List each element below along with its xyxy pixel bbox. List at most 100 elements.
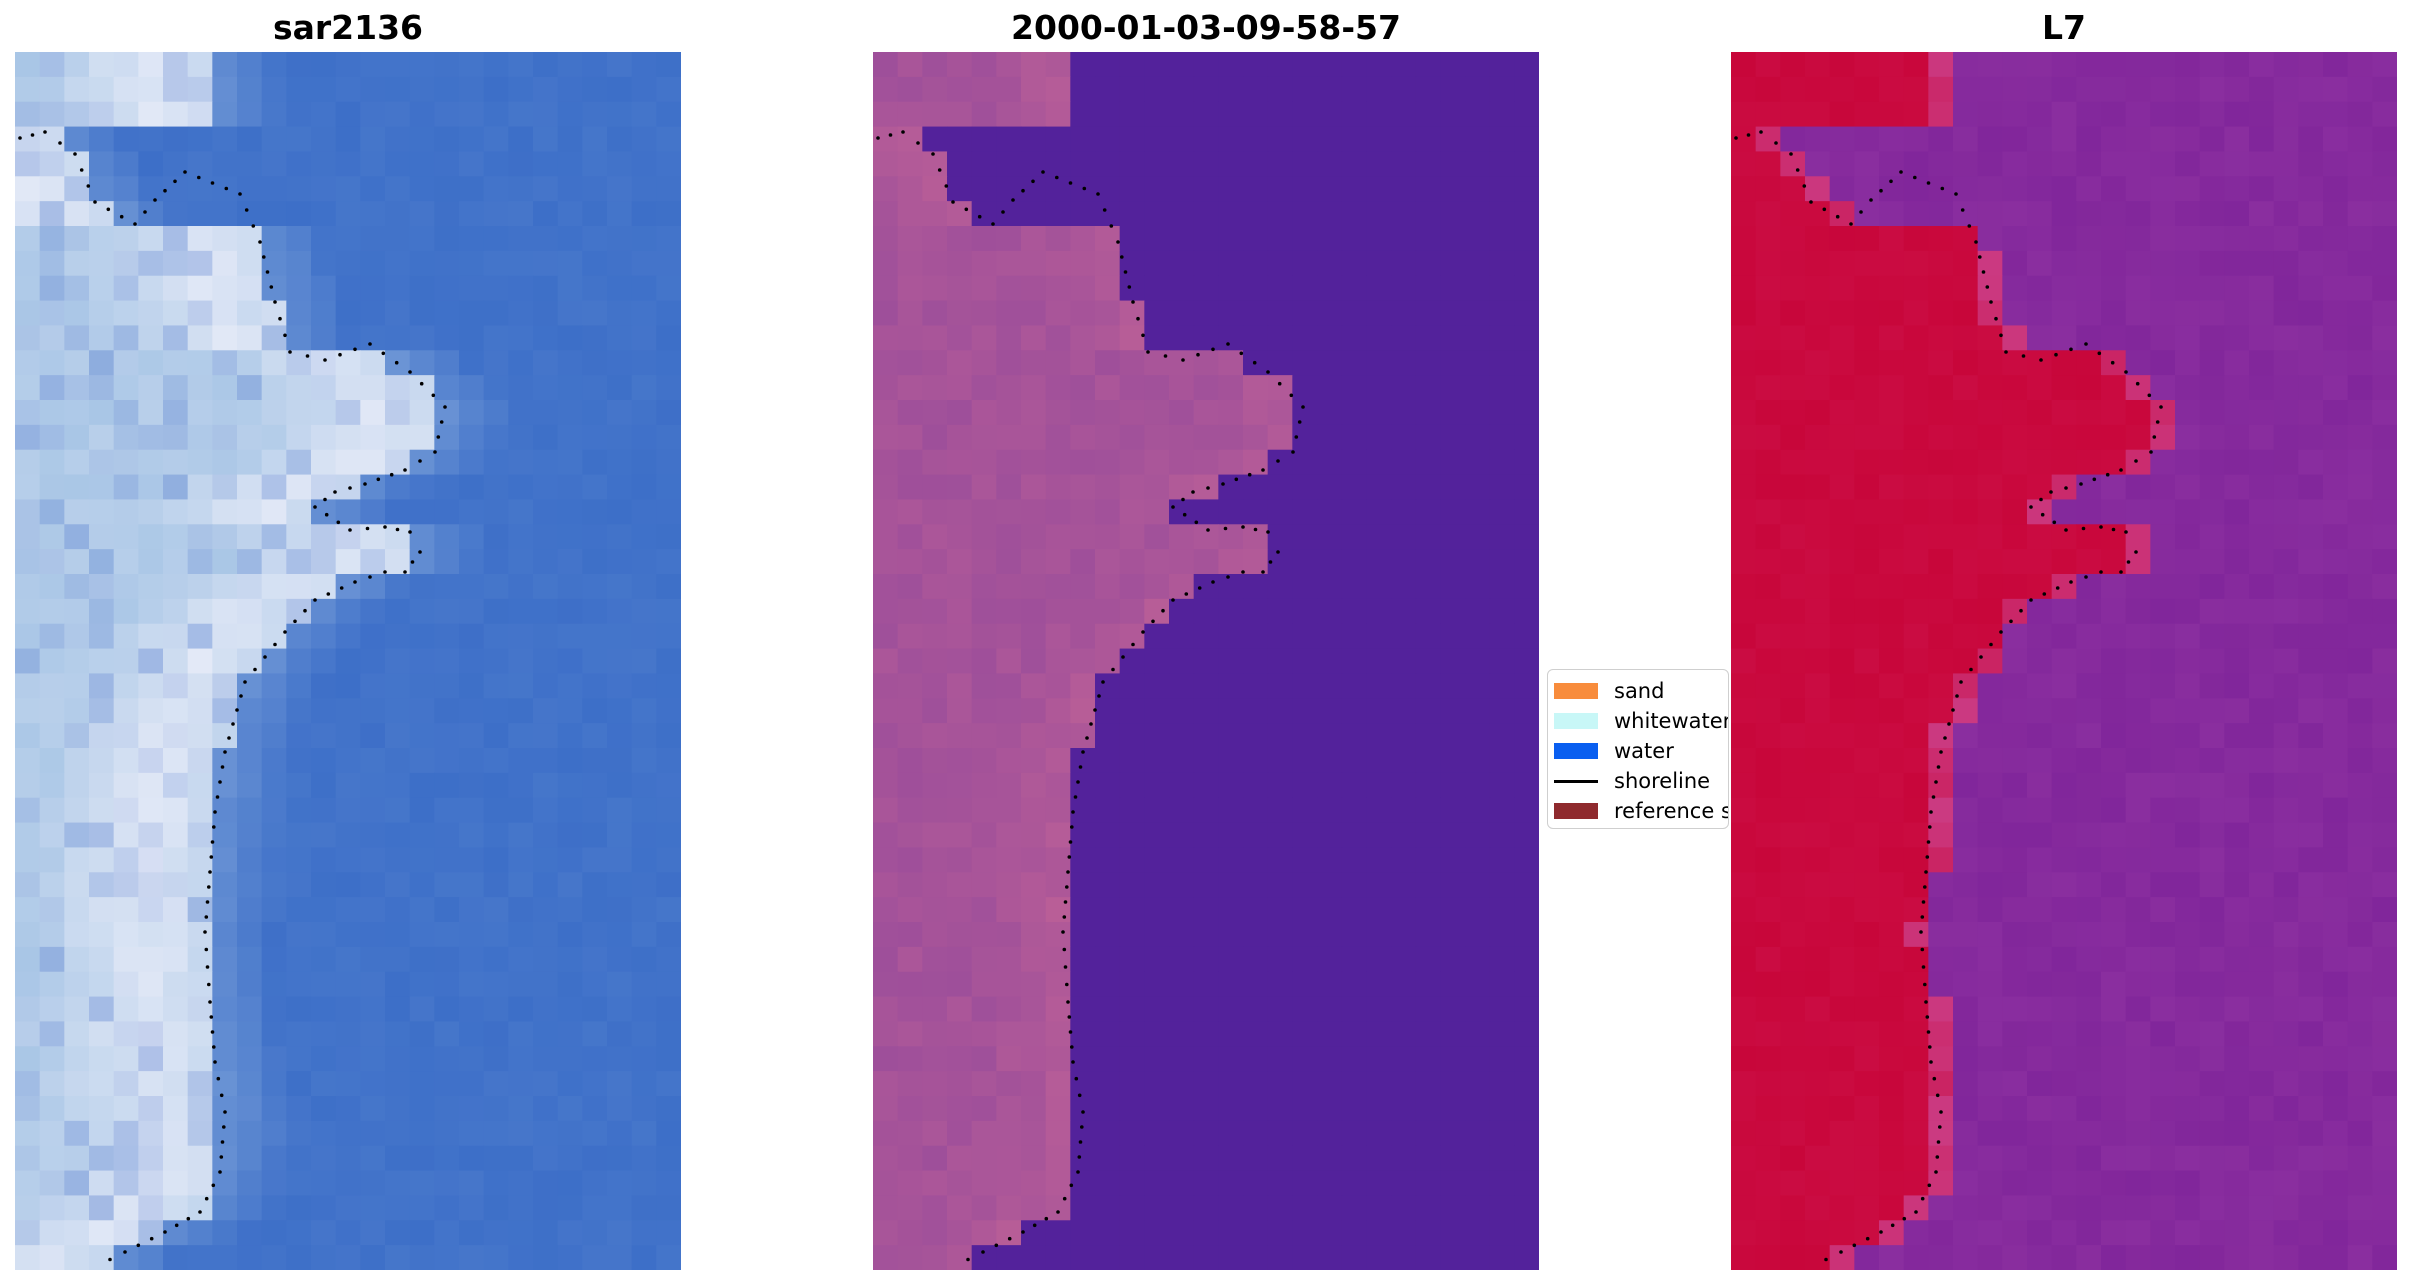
pixel-cell — [1755, 598, 1781, 625]
pixel-cell — [2076, 1021, 2102, 1047]
pixel-cell — [922, 1046, 948, 1072]
pixel-cell — [2076, 1096, 2102, 1122]
pixel-cell — [1903, 126, 1929, 153]
pixel-cell — [237, 424, 263, 451]
pixel-cell — [1095, 549, 1121, 575]
pixel-cell — [1953, 151, 1979, 177]
pixel-cell — [311, 76, 337, 103]
pixel-cell — [1755, 176, 1781, 202]
shoreline-dot — [353, 347, 357, 352]
pixel-cell — [1953, 1145, 1979, 1172]
pixel-cell — [212, 1245, 238, 1270]
pixel-cell — [212, 325, 238, 351]
pixel-cell — [311, 424, 337, 451]
pixel-cell — [582, 474, 608, 501]
pixel-cell — [2372, 400, 2397, 426]
shoreline-dot — [1923, 885, 1927, 889]
pixel-cell — [2150, 897, 2176, 923]
pixel-cell — [1169, 300, 1195, 327]
pixel-cell — [1144, 350, 1170, 376]
pixel-cell — [1366, 424, 1392, 451]
pixel-cell — [1243, 673, 1269, 699]
pixel-cell — [1119, 524, 1145, 550]
pixel-cell — [113, 673, 139, 699]
pixel-cell — [2125, 1220, 2151, 1246]
pixel-cell — [2002, 449, 2028, 476]
pixel-cell — [897, 822, 923, 849]
pixel-cell — [2125, 946, 2151, 973]
pixel-cell — [1755, 723, 1781, 749]
pixel-cell — [1731, 524, 1757, 550]
pixel-cell — [2347, 971, 2373, 998]
pixel-cell — [187, 176, 213, 202]
pixel-cell — [971, 946, 997, 973]
pixel-cell — [947, 1120, 973, 1147]
pixel-cell — [1903, 1195, 1929, 1221]
pixel-cell — [2101, 872, 2127, 898]
pixel-cell — [1879, 1145, 1905, 1172]
pixel-cell — [2150, 52, 2176, 78]
pixel-cell — [434, 524, 460, 550]
pixel-cell — [631, 723, 657, 749]
pixel-cell — [434, 176, 460, 202]
pixel-cell — [2323, 623, 2349, 650]
pixel-cell — [1415, 723, 1441, 749]
pixel-cell — [631, 325, 657, 351]
shoreline-dot — [1062, 947, 1067, 952]
pixel-cell — [212, 847, 238, 873]
pixel-cell — [2323, 176, 2349, 202]
pixel-cell — [1514, 1220, 1539, 1246]
pixel-cell — [2076, 250, 2102, 277]
pixel-cell — [2101, 250, 2127, 277]
pixel-cell — [1514, 524, 1539, 550]
pixel-cell — [1415, 1220, 1441, 1246]
pixel-cell — [1218, 524, 1244, 550]
pixel-cell — [1977, 76, 2003, 103]
pixel-cell — [1879, 1096, 1905, 1122]
pixel-cell — [187, 772, 213, 799]
pixel-cell — [113, 524, 139, 550]
pixel-cell — [1903, 1071, 1929, 1097]
pixel-cell — [1292, 375, 1318, 401]
pixel-cell — [1095, 275, 1121, 302]
pixel-cell — [873, 623, 899, 650]
pixel-cell — [1780, 1145, 1806, 1172]
pixel-cell — [2199, 52, 2225, 78]
pixel-cell — [2224, 1245, 2250, 1270]
pixel-cell — [113, 151, 139, 177]
pixel-cell — [1415, 698, 1441, 724]
pixel-cell — [1169, 946, 1195, 973]
pixel-cell — [2249, 698, 2275, 724]
pixel-cell — [2101, 1170, 2127, 1197]
pixel-cell — [1465, 574, 1491, 600]
pixel-cell — [1267, 1195, 1293, 1221]
pixel-cell — [1780, 1195, 1806, 1221]
pixel-cell — [39, 847, 65, 873]
pixel-cell — [2372, 623, 2397, 650]
shoreline-dot — [383, 525, 387, 529]
pixel-cell — [2273, 946, 2299, 973]
pixel-cell — [2125, 922, 2151, 948]
pixel-cell — [1144, 797, 1170, 824]
pixel-cell — [582, 126, 608, 153]
pixel-cell — [1243, 1170, 1269, 1197]
pixel-cell — [2372, 1096, 2397, 1122]
pixel-cell — [1514, 201, 1539, 227]
pixel-cell — [582, 400, 608, 426]
pixel-cell — [2372, 872, 2397, 898]
pixel-cell — [656, 226, 681, 252]
pixel-cell — [1366, 325, 1392, 351]
pixel-cell — [2323, 76, 2349, 103]
pixel-cell — [64, 325, 90, 351]
pixel-cell — [138, 598, 164, 625]
pixel-cell — [311, 1021, 337, 1047]
pixel-cell — [582, 598, 608, 625]
pixel-cell — [311, 126, 337, 153]
pixel-cell — [163, 946, 189, 973]
shoreline-dot — [323, 497, 327, 502]
pixel-cell — [483, 623, 509, 650]
pixel-cell — [2347, 325, 2373, 351]
shoreline-dot — [239, 694, 243, 698]
pixel-cell — [1805, 673, 1831, 699]
pixel-cell — [1489, 325, 1515, 351]
